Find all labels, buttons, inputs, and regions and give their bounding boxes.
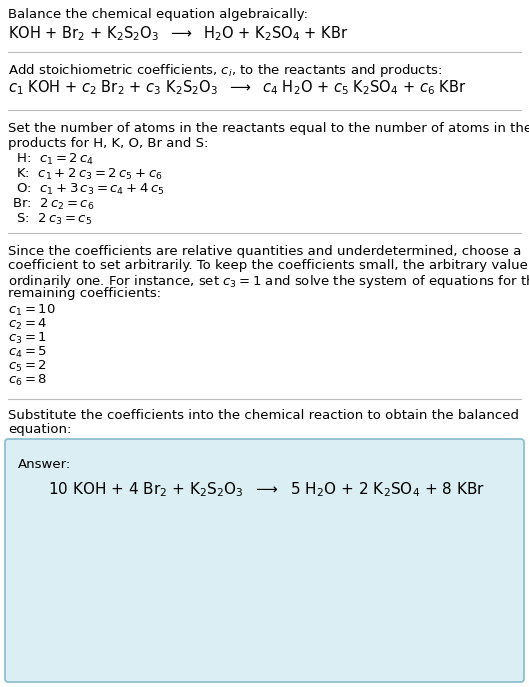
Text: remaining coefficients:: remaining coefficients:: [8, 287, 161, 300]
FancyBboxPatch shape: [5, 439, 524, 682]
Text: Set the number of atoms in the reactants equal to the number of atoms in the: Set the number of atoms in the reactants…: [8, 122, 529, 135]
Text: K:  $c_1 + 2\,c_3 = 2\,c_5 + c_6$: K: $c_1 + 2\,c_3 = 2\,c_5 + c_6$: [12, 167, 163, 182]
Text: Balance the chemical equation algebraically:: Balance the chemical equation algebraica…: [8, 8, 308, 21]
Text: coefficient to set arbitrarily. To keep the coefficients small, the arbitrary va: coefficient to set arbitrarily. To keep …: [8, 259, 529, 272]
Text: Br:  $2\,c_2 = c_6$: Br: $2\,c_2 = c_6$: [12, 197, 94, 212]
Text: Since the coefficients are relative quantities and underdetermined, choose a: Since the coefficients are relative quan…: [8, 245, 522, 258]
Text: O:  $c_1 + 3\,c_3 = c_4 + 4\,c_5$: O: $c_1 + 3\,c_3 = c_4 + 4\,c_5$: [12, 182, 165, 197]
Text: products for H, K, O, Br and S:: products for H, K, O, Br and S:: [8, 137, 208, 150]
Text: Substitute the coefficients into the chemical reaction to obtain the balanced: Substitute the coefficients into the che…: [8, 409, 519, 422]
Text: $c_2 = 4$: $c_2 = 4$: [8, 317, 48, 332]
Text: H:  $c_1 = 2\,c_4$: H: $c_1 = 2\,c_4$: [12, 152, 94, 167]
Text: 10 KOH + 4 Br$_2$ + K$_2$S$_2$O$_3$  $\longrightarrow$  5 H$_2$O + 2 K$_2$SO$_4$: 10 KOH + 4 Br$_2$ + K$_2$S$_2$O$_3$ $\lo…: [48, 480, 485, 499]
Text: $c_1$ KOH + $c_2$ Br$_2$ + $c_3$ K$_2$S$_2$O$_3$  $\longrightarrow$  $c_4$ H$_2$: $c_1$ KOH + $c_2$ Br$_2$ + $c_3$ K$_2$S$…: [8, 78, 467, 97]
Text: $c_3 = 1$: $c_3 = 1$: [8, 331, 47, 346]
Text: Answer:: Answer:: [18, 458, 71, 471]
Text: ordinarily one. For instance, set $c_3 = 1$ and solve the system of equations fo: ordinarily one. For instance, set $c_3 =…: [8, 273, 529, 290]
Text: $c_5 = 2$: $c_5 = 2$: [8, 359, 47, 374]
Text: KOH + Br$_2$ + K$_2$S$_2$O$_3$  $\longrightarrow$  H$_2$O + K$_2$SO$_4$ + KBr: KOH + Br$_2$ + K$_2$S$_2$O$_3$ $\longrig…: [8, 24, 349, 43]
Text: $c_6 = 8$: $c_6 = 8$: [8, 373, 47, 388]
Text: Add stoichiometric coefficients, $c_i$, to the reactants and products:: Add stoichiometric coefficients, $c_i$, …: [8, 62, 442, 79]
Text: $c_1 = 10$: $c_1 = 10$: [8, 303, 56, 318]
Text: $c_4 = 5$: $c_4 = 5$: [8, 345, 47, 360]
Text: equation:: equation:: [8, 423, 71, 436]
Text: S:  $2\,c_3 = c_5$: S: $2\,c_3 = c_5$: [12, 212, 92, 227]
